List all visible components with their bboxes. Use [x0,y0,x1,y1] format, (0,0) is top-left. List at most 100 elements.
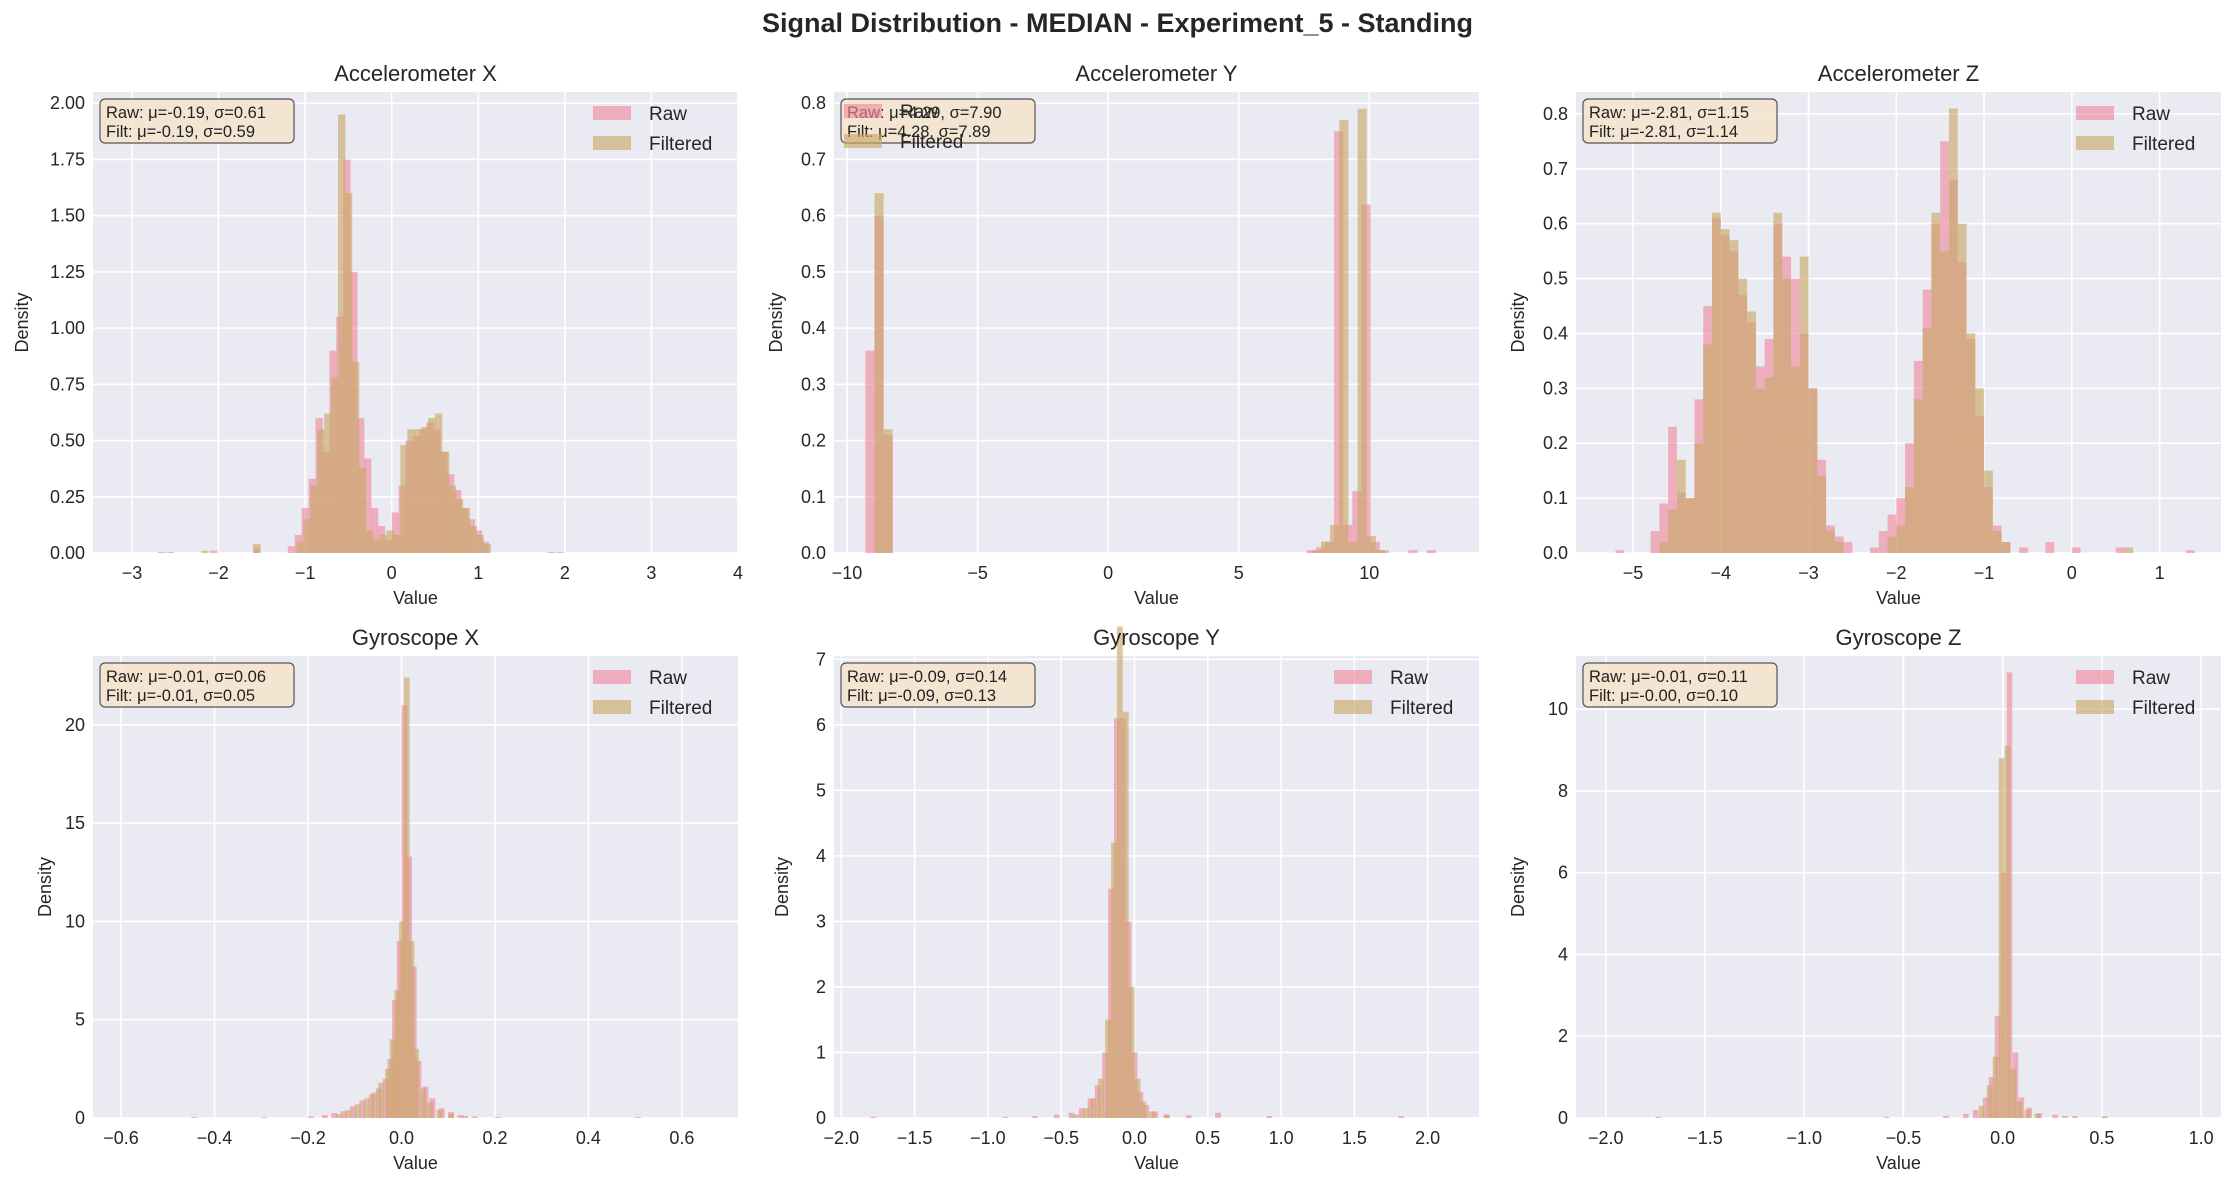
x-tick-label: −2.0 [824,1128,860,1148]
histogram-bar [1982,1097,1989,1118]
histogram-bar [261,1117,268,1118]
x-tick-label: −0.4 [197,1128,233,1148]
histogram-bar [1134,1078,1141,1118]
histogram-bar [2010,1068,2017,1118]
stats-line: Raw: μ=-2.81, σ=1.15 [1589,104,1749,122]
x-tick-label: −1.5 [897,1128,933,1148]
histogram-bar [1615,550,1625,553]
histogram-bar [2101,1116,2108,1118]
histogram-bar [2024,1109,2031,1118]
histogram-bar [1940,251,1949,553]
y-tick-label: 0.4 [801,318,826,338]
histogram-bar [441,451,450,553]
histogram-bar [1963,1113,1969,1118]
legend-label-filtered: Filtered [2132,698,2195,719]
histogram-bar [344,193,353,553]
histogram-bar [338,114,346,554]
y-tick-label: 4 [1558,944,1568,964]
histogram-bar [331,1113,338,1118]
histogram-bar [296,541,304,553]
chart-panel-4: −0.6 −0.4 −0.2 0.0 0.2 0.4 0.6 0 5 10 15 20 Gyroscop… [35,625,738,1173]
histogram-bar [1339,120,1349,554]
x-tick-label: −0.5 [1886,1128,1922,1148]
x-tick-label: −3 [1798,563,1819,583]
histogram-bar [1729,240,1739,553]
histogram-bar [400,445,408,553]
series-filtered [1659,108,2134,553]
x-tick-label: 1.5 [1342,1128,1367,1148]
x-tick-label: −3 [122,563,143,583]
series-filtered [157,114,564,554]
histogram-bar [1975,388,1985,553]
y-tick-label: 15 [65,813,85,833]
x-tick-label: −4 [1711,563,1732,583]
x-tick-label: −1 [295,563,316,583]
stats-box-frame [840,662,1036,708]
legend: Raw Filtered [593,668,712,719]
histogram-bar [1334,131,1344,554]
y-tick-label: 0 [75,1108,85,1128]
histogram-bar [1948,108,1958,553]
histogram-bar [1887,536,1897,553]
histogram-bar [1791,366,1800,553]
y-tick-label: 0.2 [801,431,826,451]
histogram-bar [1094,1085,1101,1118]
y-tick-label: 6 [1558,863,1568,883]
x-tick-label: 4 [733,563,743,583]
y-tick-label: 0.50 [50,431,85,451]
panel-title: Accelerometer X [334,61,497,86]
histogram-bar [345,1110,352,1118]
histogram-bar [1764,377,1774,553]
histogram-bar [1668,509,1677,553]
histogram-bar [1883,1116,1890,1118]
histogram-bar [394,990,401,1118]
histogram-bar [391,512,400,553]
figure-title: Signal Distribution - MEDIAN - Experimen… [761,8,1474,38]
histogram-bar [1215,1112,1221,1118]
histogram-bar [1655,1116,1661,1118]
histogram-bar [340,1111,347,1118]
y-axis-label: Density [1508,292,1528,352]
histogram-bar [1352,491,1362,553]
y-axis-label: Density [772,857,792,917]
histogram-bar [191,1117,197,1118]
histogram-bar [1943,1115,1949,1118]
histogram-bar [2124,547,2134,553]
legend-swatch-raw [593,670,631,684]
y-axis-label: Density [1508,857,1528,917]
histogram-bar [364,1098,370,1118]
histogram-bar [1799,256,1809,553]
x-tick-label: 1.0 [1269,1128,1294,1148]
y-tick-label: 10 [1548,699,1568,719]
x-tick-label: −0.5 [1043,1128,1079,1148]
histogram-bar [2115,547,2125,553]
y-tick-label: 1.50 [50,206,85,226]
y-tick-label: 0.7 [801,149,826,169]
histogram-bar [874,193,884,553]
chart-panel-3: −5 −4 −3 −2 −1 0 1 0.0 0.1 0.2 0.3 0.4 0.5 0.6 0.7 0.8 A… [1508,61,2221,608]
histogram-bar [1185,1115,1192,1118]
x-tick-label: −1.5 [1687,1128,1723,1148]
y-tick-label: 0.2 [1543,433,1568,453]
histogram-bar [1817,476,1827,553]
histogram-bar [1357,108,1367,554]
histogram-bar [1966,333,1976,553]
y-tick-label: 2 [1558,1026,1568,1046]
chart-panel-1: −3 −2 −1 0 1 2 3 4 0.00 0.25 0.50 0.75 1.00 1.25 1.50 1… [12,61,743,608]
legend-swatch-filtered [1334,700,1372,714]
x-axis-label: Value [1876,588,1921,608]
histogram-bar [1053,1114,1060,1118]
histogram-bar [287,546,296,553]
chart-panel-5: −2.0 −1.5 −1.0 −0.5 0.0 0.5 1.0 1.5 2.0 0 1 2 3 4 5 6 7 G… [772,625,1479,1173]
x-tick-label: −0.2 [290,1128,326,1148]
histogram-bar [350,1106,356,1118]
histogram-bar [2052,1114,2058,1118]
histogram-bar [2001,542,2011,553]
legend-swatch-raw [1334,670,1372,684]
histogram-bar [1122,711,1129,1118]
legend-label-raw: Raw [900,102,938,123]
histogram-bar [1869,547,1879,553]
panel-title: Accelerometer Z [1818,61,1979,86]
histogram-bar [1905,487,1914,553]
